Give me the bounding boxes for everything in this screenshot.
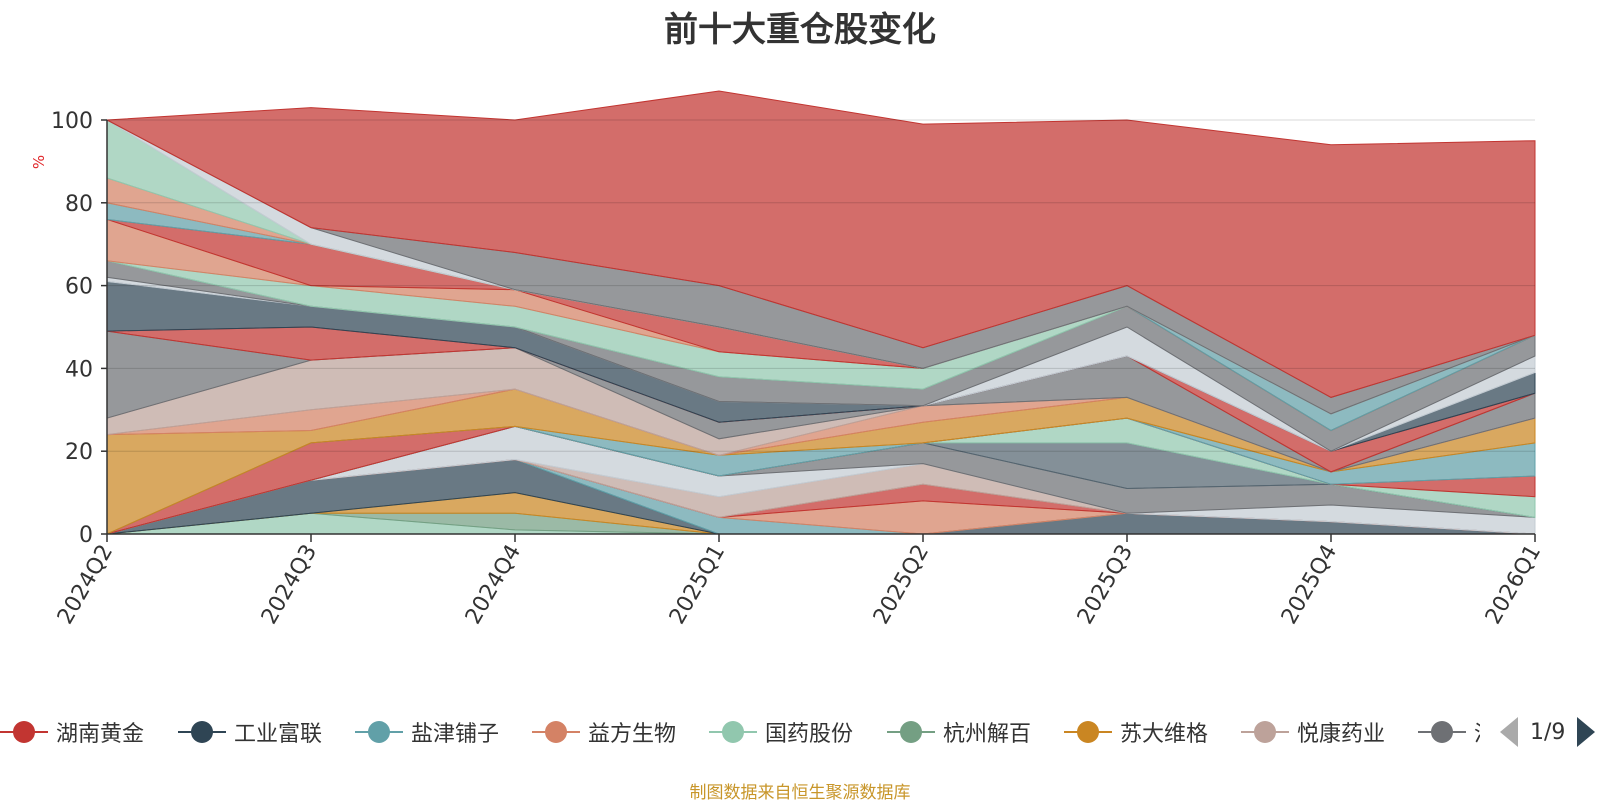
x-tick-label: 2025Q4 <box>1277 541 1342 629</box>
y-tick-label: 60 <box>65 275 93 300</box>
chart-title: 前十大重仓股变化 <box>664 10 936 50</box>
legend-label: 工业富联 <box>234 722 323 747</box>
y-tick-label: 0 <box>79 523 93 548</box>
legend-item[interactable]: 苏大维格 <box>1064 710 1208 754</box>
legend-marker-icon <box>355 718 403 746</box>
legend-next-arrow-icon[interactable] <box>1577 717 1596 747</box>
legend-label: 盐津铺子 <box>411 722 500 747</box>
x-tick-label: 2024Q2 <box>53 541 118 629</box>
legend-label: 益方生物 <box>588 722 677 747</box>
legend-page-indicator: 1/9 <box>1530 719 1566 745</box>
legend-label: 湖南黄金 <box>56 722 145 747</box>
x-tick-label: 2025Q3 <box>1073 541 1138 629</box>
legend-marker-icon <box>1241 718 1289 746</box>
y-tick-label: 20 <box>65 440 93 465</box>
x-tick-label: 2024Q3 <box>257 541 322 629</box>
legend-label: 汽 <box>1474 716 1480 748</box>
legend-label: 杭州解百 <box>943 722 1032 747</box>
legend-marker-icon <box>887 718 935 746</box>
y-tick-label: 100 <box>51 109 93 134</box>
stacked-areas <box>105 90 1536 535</box>
legend-label: 苏大维格 <box>1120 722 1209 747</box>
legend-marker-icon <box>532 718 580 746</box>
legend-item[interactable]: 工业富联 <box>178 710 322 754</box>
y-axis-unit: % <box>30 155 48 169</box>
legend-label: 悦康药业 <box>1297 722 1386 747</box>
legend: 湖南黄金 工业富联 盐津铺子 益方生物 国药股份 杭州解百 苏大维格 悦康药业 汽 <box>0 710 1480 754</box>
legend-item[interactable]: 悦康药业 <box>1241 710 1385 754</box>
series-area-30 <box>105 90 1536 398</box>
legend-marker-icon <box>1064 718 1112 746</box>
x-tick-label: 2026Q1 <box>1481 541 1546 629</box>
legend-marker-icon <box>0 718 48 746</box>
legend-item[interactable]: 国药股份 <box>709 710 853 754</box>
legend-item[interactable]: 盐津铺子 <box>355 710 499 754</box>
legend-label: 国药股份 <box>765 722 854 747</box>
y-tick-label: 40 <box>65 357 93 382</box>
legend-item[interactable]: 湖南黄金 <box>0 710 144 754</box>
y-tick-label: 80 <box>65 192 93 217</box>
x-tick-label: 2025Q1 <box>665 541 730 629</box>
legend-pager: 1/9 <box>1500 716 1596 748</box>
source-note: 制图数据来自恒生聚源数据库 <box>689 783 911 803</box>
legend-marker-icon <box>178 718 226 746</box>
legend-item[interactable]: 汽 <box>1418 710 1480 754</box>
legend-marker-icon <box>709 718 757 746</box>
grid-lines <box>107 119 1535 452</box>
x-tick-label: 2024Q4 <box>461 541 526 629</box>
legend-marker-icon <box>1418 718 1466 746</box>
legend-item[interactable]: 杭州解百 <box>887 710 1031 754</box>
x-tick-label: 2025Q2 <box>869 541 934 629</box>
legend-item[interactable]: 益方生物 <box>532 710 676 754</box>
legend-prev-arrow-icon[interactable] <box>1500 717 1518 747</box>
